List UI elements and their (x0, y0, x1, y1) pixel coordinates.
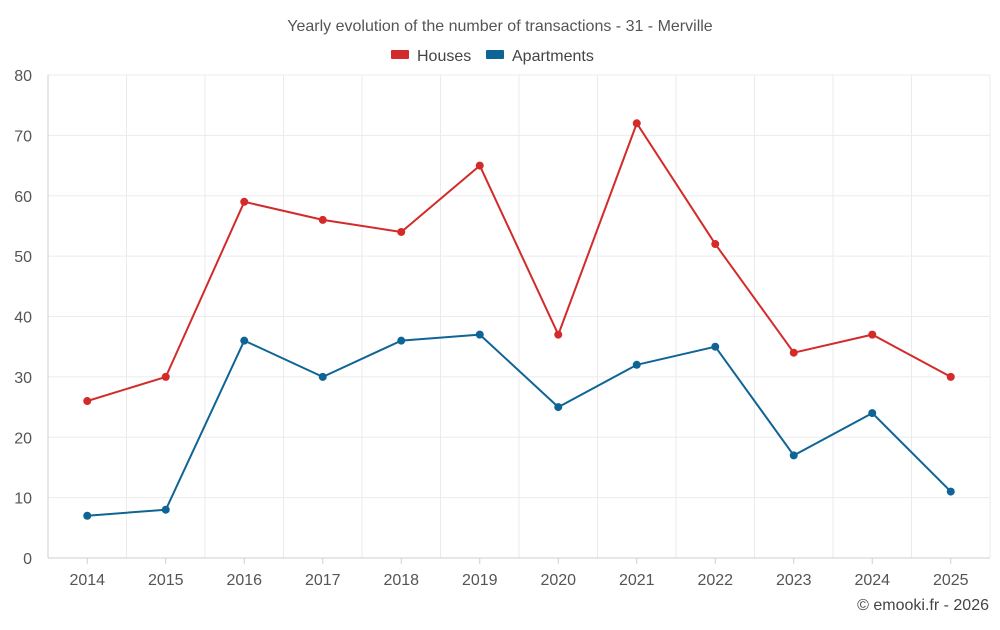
chart-title: Yearly evolution of the number of transa… (287, 18, 713, 35)
y-tick-label-0: 0 (23, 551, 32, 568)
legend-label-apartments: Apartments (512, 48, 594, 65)
y-axis: 0 10 20 30 40 50 60 70 80 (14, 68, 49, 568)
point-houses-2022[interactable] (711, 240, 720, 249)
legend: Houses Apartments (391, 48, 594, 65)
x-tick-label-2022: 2022 (697, 572, 733, 589)
y-tick-label-30: 30 (14, 370, 32, 387)
point-houses-2019[interactable] (475, 161, 484, 170)
point-houses-2020[interactable] (554, 330, 563, 339)
point-houses-2016[interactable] (240, 197, 249, 206)
x-tick-label-2018: 2018 (383, 572, 419, 589)
point-apartments-2015[interactable] (161, 505, 170, 514)
point-apartments-2023[interactable] (789, 451, 798, 460)
legend-item-houses[interactable]: Houses (391, 48, 471, 65)
point-houses-2018[interactable] (397, 227, 406, 236)
y-tick-label-70: 70 (14, 128, 32, 145)
point-houses-2023[interactable] (789, 348, 798, 357)
series-line-houses (87, 122, 952, 402)
y-tick-label-80: 80 (14, 68, 32, 85)
x-tick-label-2024: 2024 (854, 572, 890, 589)
legend-swatch-apartments (486, 50, 504, 59)
y-tick-label-10: 10 (14, 491, 32, 508)
x-tick-label-2019: 2019 (462, 572, 498, 589)
series-layer (83, 119, 955, 520)
x-tick-label-2015: 2015 (148, 572, 184, 589)
point-apartments-2018[interactable] (397, 336, 406, 345)
x-tick-label-2021: 2021 (619, 572, 655, 589)
x-tick-label-2020: 2020 (540, 572, 576, 589)
point-houses-2014[interactable] (83, 397, 92, 406)
point-apartments-2016[interactable] (240, 336, 249, 345)
point-apartments-2019[interactable] (475, 330, 484, 339)
point-apartments-2014[interactable] (83, 511, 92, 520)
point-houses-2015[interactable] (161, 372, 170, 381)
point-apartments-2017[interactable] (318, 372, 327, 381)
point-houses-2024[interactable] (868, 330, 877, 339)
x-tick-label-2014: 2014 (69, 572, 105, 589)
legend-item-apartments[interactable]: Apartments (486, 48, 594, 65)
y-tick-label-40: 40 (14, 310, 32, 327)
x-tick-label-2023: 2023 (776, 572, 812, 589)
point-houses-2017[interactable] (318, 215, 327, 224)
point-apartments-2025[interactable] (946, 487, 955, 496)
x-tick-label-2017: 2017 (305, 572, 341, 589)
grid (47, 74, 991, 558)
point-apartments-2020[interactable] (554, 403, 563, 412)
x-tick-label-2025: 2025 (933, 572, 969, 589)
point-houses-2021[interactable] (632, 119, 641, 128)
legend-swatch-houses (391, 50, 409, 59)
y-tick-label-20: 20 (14, 430, 32, 447)
credit-text: © emooki.fr - 2026 (857, 597, 989, 614)
x-axis: 2014 2015 2016 2017 2018 2019 2020 2021 2022 2023… (48, 557, 990, 589)
legend-label-houses: Houses (417, 48, 471, 65)
series-line-apartments (87, 333, 952, 517)
point-houses-2025[interactable] (946, 372, 955, 381)
y-tick-label-50: 50 (14, 249, 32, 266)
point-apartments-2022[interactable] (711, 342, 720, 351)
y-tick-label-60: 60 (14, 189, 32, 206)
point-apartments-2024[interactable] (868, 409, 877, 418)
x-tick-label-2016: 2016 (226, 572, 262, 589)
point-apartments-2021[interactable] (632, 360, 641, 369)
